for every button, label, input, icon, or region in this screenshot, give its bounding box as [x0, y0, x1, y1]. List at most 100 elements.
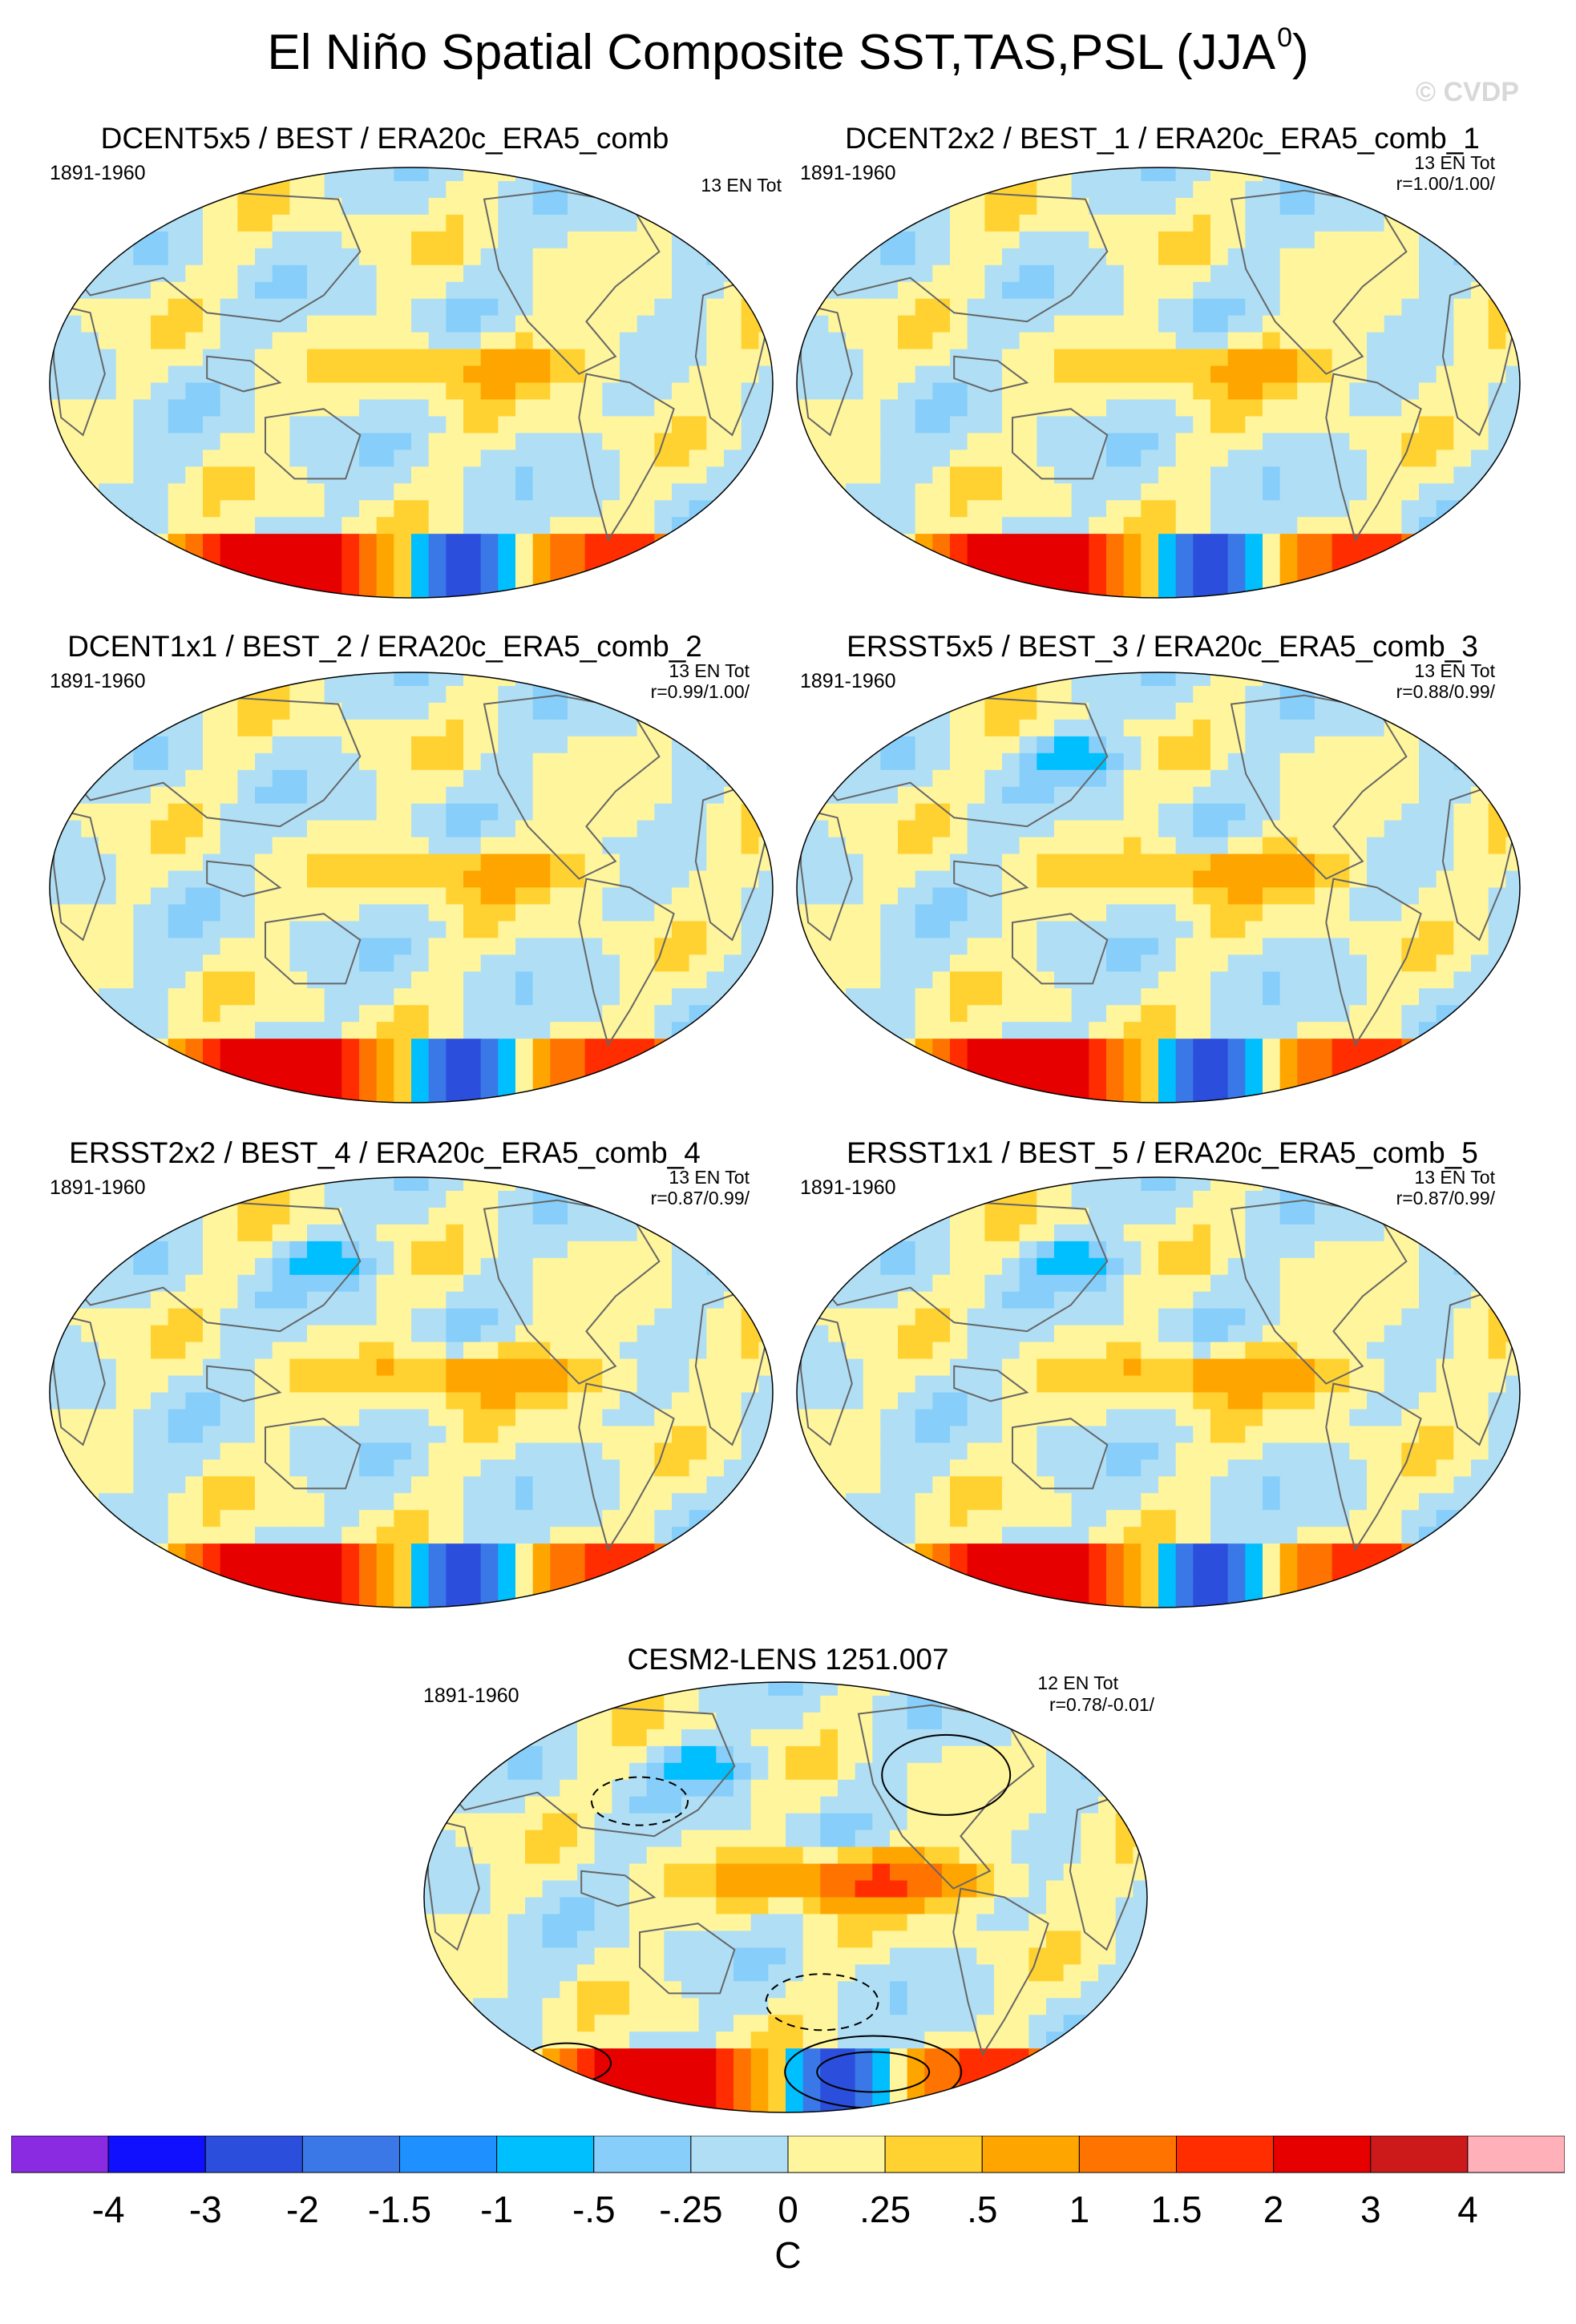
anomaly-cell — [168, 248, 186, 266]
anomaly-cell — [1037, 1022, 1055, 1039]
anomaly-cell — [237, 837, 256, 855]
anomaly-cell — [984, 483, 1003, 501]
anomaly-cell — [185, 1274, 204, 1293]
anomaly-cell — [446, 1291, 464, 1309]
anomaly-cell — [689, 1241, 707, 1259]
anomaly-cell — [220, 921, 238, 938]
anomaly-cell — [133, 1274, 152, 1293]
anomaly-cell — [1297, 567, 1315, 585]
anomaly-cell — [1367, 702, 1385, 720]
anomaly-cell — [741, 1072, 759, 1090]
anomaly-cell — [515, 837, 534, 855]
anomaly-cell — [515, 736, 534, 754]
anomaly-cell — [880, 332, 899, 350]
anomaly-cell — [255, 567, 273, 585]
anomaly-cell — [411, 500, 430, 518]
anomaly-cell — [359, 837, 378, 855]
anomaly-cell — [1106, 786, 1125, 805]
anomaly-cell — [1245, 1089, 1263, 1103]
anomaly-cell — [1245, 887, 1263, 906]
anomaly-cell — [846, 264, 864, 283]
anomaly-cell — [272, 349, 290, 367]
anomaly-cell — [1279, 736, 1298, 754]
anomaly-cell — [376, 450, 394, 467]
anomaly-cell — [1436, 483, 1454, 501]
anomaly-cell — [1002, 702, 1020, 720]
anomaly-cell — [1019, 382, 1037, 401]
anomaly-cell — [1367, 231, 1385, 249]
anomaly-cell — [324, 887, 342, 906]
anomaly-cell — [1071, 298, 1089, 317]
anomaly-cell — [324, 281, 342, 300]
anomaly-cell — [359, 870, 378, 889]
anomaly-cell — [1471, 167, 1489, 182]
anomaly-cell — [636, 399, 655, 418]
anomaly-cell — [915, 769, 933, 788]
anomaly-cell — [532, 938, 551, 955]
anomaly-cell — [237, 1257, 256, 1276]
anomaly-cell — [620, 1375, 638, 1394]
anomaly-cell — [515, 1022, 534, 1039]
anomaly-cell — [1279, 820, 1298, 838]
anomaly-cell — [1037, 349, 1055, 367]
anomaly-cell — [324, 1207, 342, 1225]
anomaly-cell — [1367, 180, 1385, 199]
anomaly-cell — [272, 1207, 290, 1225]
anomaly-cell — [1384, 938, 1402, 955]
anomaly-cell — [828, 1039, 847, 1056]
anomaly-cell — [758, 382, 773, 401]
anomaly-cell — [1089, 1072, 1107, 1090]
anomaly-cell — [151, 1072, 169, 1090]
anomaly-cell — [1089, 349, 1107, 367]
anomaly-cell — [1471, 887, 1489, 906]
anomaly-cell — [151, 517, 169, 535]
anomaly-cell — [1349, 736, 1368, 754]
anomaly-cell — [1141, 517, 1159, 535]
anomaly-cell — [1193, 349, 1211, 367]
anomaly-cell — [797, 1089, 812, 1103]
anomaly-cell — [568, 752, 586, 771]
anomaly-cell — [220, 264, 238, 283]
anomaly-cell — [81, 332, 99, 350]
anomaly-cell — [532, 1308, 551, 1326]
anomaly-cell — [359, 567, 378, 585]
anomaly-cell — [1071, 1039, 1089, 1056]
anomaly-cell — [359, 500, 378, 518]
anomaly-cell — [810, 837, 829, 855]
anomaly-cell — [133, 534, 152, 551]
anomaly-cell — [515, 382, 534, 401]
anomaly-cell — [1297, 231, 1315, 249]
anomaly-cell — [220, 214, 238, 232]
anomaly-cell — [115, 349, 134, 367]
anomaly-cell — [568, 921, 586, 938]
anomaly-cell — [168, 685, 186, 704]
anomaly-cell — [532, 736, 551, 754]
anomaly-cell — [411, 702, 430, 720]
anomaly-cell — [359, 483, 378, 501]
anomaly-cell — [689, 281, 707, 300]
anomaly-cell — [1002, 904, 1020, 922]
anomaly-cell — [568, 1089, 586, 1103]
anomaly-cell — [1037, 180, 1055, 199]
anomaly-cell — [828, 1072, 847, 1090]
anomaly-cell — [706, 1358, 725, 1377]
anomaly-cell — [151, 399, 169, 418]
anomaly-cell — [1054, 954, 1073, 972]
anomaly-cell — [272, 887, 290, 906]
anomaly-cell — [1471, 1039, 1489, 1056]
anomaly-cell — [620, 1177, 638, 1192]
anomaly-cell — [724, 853, 742, 872]
anomaly-cell — [1315, 264, 1333, 283]
anomaly-cell — [50, 1241, 65, 1259]
anomaly-cell — [550, 1358, 568, 1377]
anomaly-cell — [636, 1207, 655, 1225]
anomaly-cell — [758, 298, 773, 317]
anomaly-cell — [1279, 298, 1298, 317]
anomaly-cell — [1175, 938, 1194, 955]
anomaly-cell — [1279, 332, 1298, 350]
anomaly-cell — [1089, 971, 1107, 989]
anomaly-cell — [50, 281, 65, 300]
anomaly-cell — [237, 1022, 256, 1039]
anomaly-cell — [706, 1308, 725, 1326]
anomaly-cell — [828, 248, 847, 266]
